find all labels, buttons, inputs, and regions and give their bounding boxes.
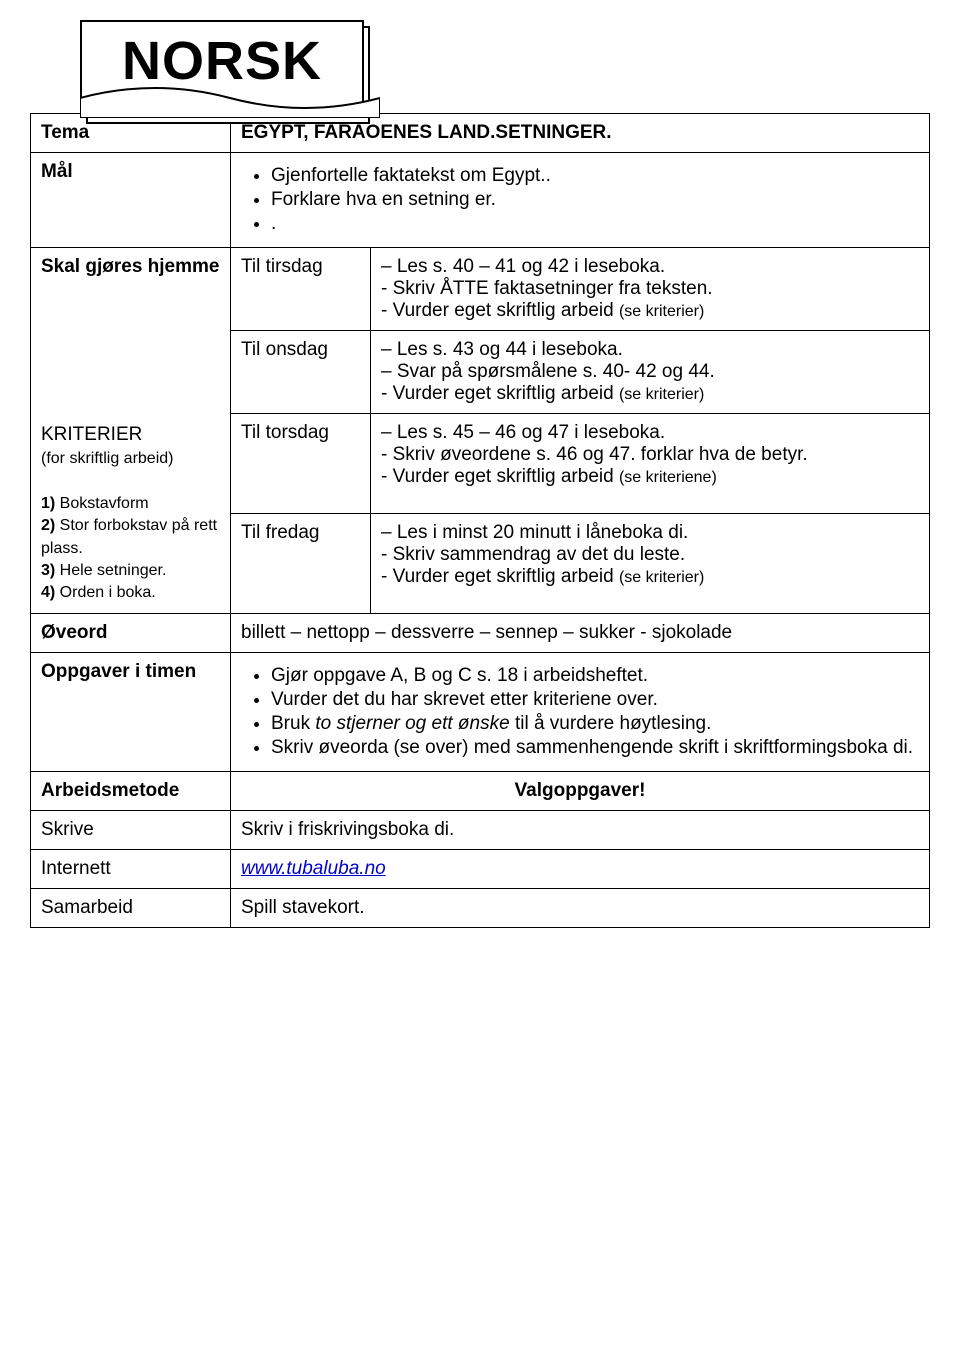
oppgaver-item: Vurder det du har skrevet etter kriterie… xyxy=(271,689,919,711)
label-skal-hjemme: Skal gjøres hjemme xyxy=(31,248,231,414)
label-samarbeid: Samarbeid xyxy=(31,888,231,927)
day-torsdag-label: Til torsdag xyxy=(231,414,371,514)
label-arbeidsmetode: Arbeidsmetode xyxy=(31,771,231,810)
day-onsdag-content: – Les s. 43 og 44 i leseboka. – Svar på … xyxy=(371,331,930,414)
wave-decoration xyxy=(80,78,380,118)
maal-item: Forklare hva en setning er. xyxy=(271,189,919,211)
skrive-content: Skriv i friskrivingsboka di. xyxy=(231,810,930,849)
worksheet-table: Tema EGYPT, FARAOENES LAND.SETNINGER. Må… xyxy=(30,113,930,928)
maal-item: . xyxy=(271,213,919,235)
label-internett: Internett xyxy=(31,849,231,888)
internett-link[interactable]: www.tubaluba.no xyxy=(241,858,386,879)
oveord-content: billett – nettopp – dessverre – sennep –… xyxy=(231,613,930,652)
label-maal: Mål xyxy=(31,153,231,248)
day-fredag-label: Til fredag xyxy=(231,513,371,613)
maal-item: Gjenfortelle faktatekst om Egypt.. xyxy=(271,165,919,187)
label-kriterier: KRITERIER (for skriftlig arbeid) 1) Boks… xyxy=(31,414,231,614)
samarbeid-content: Spill stavekort. xyxy=(231,888,930,927)
label-oveord: Øveord xyxy=(31,613,231,652)
oppgaver-item: Gjør oppgave A, B og C s. 18 i arbeidshe… xyxy=(271,665,919,687)
valgoppgaver: Valgoppgaver! xyxy=(231,771,930,810)
day-onsdag-label: Til onsdag xyxy=(231,331,371,414)
maal-content: Gjenfortelle faktatekst om Egypt.. Forkl… xyxy=(231,153,930,248)
label-oppgaver: Oppgaver i timen xyxy=(31,652,231,771)
label-skrive: Skrive xyxy=(31,810,231,849)
day-tirsdag-label: Til tirsdag xyxy=(231,248,371,331)
internett-content: www.tubaluba.no xyxy=(231,849,930,888)
oppgaver-item: Bruk to stjerner og ett ønske til å vurd… xyxy=(271,713,919,735)
day-torsdag-content: – Les s. 45 – 46 og 47 i leseboka. - Skr… xyxy=(371,414,930,514)
day-fredag-content: – Les i minst 20 minutt i låneboka di. -… xyxy=(371,513,930,613)
day-tirsdag-content: – Les s. 40 – 41 og 42 i leseboka. - Skr… xyxy=(371,248,930,331)
oppgaver-content: Gjør oppgave A, B og C s. 18 i arbeidshe… xyxy=(231,652,930,771)
oppgaver-item: Skriv øveorda (se over) med sammenhengen… xyxy=(271,737,919,759)
